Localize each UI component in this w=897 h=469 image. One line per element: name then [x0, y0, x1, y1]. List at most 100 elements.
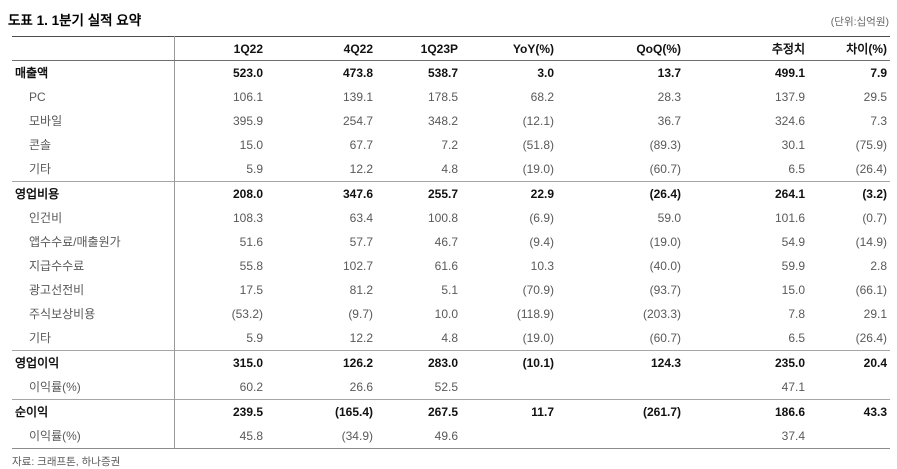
- cell: (89.3): [649, 138, 681, 152]
- row-label: 콘솔: [12, 133, 175, 157]
- cell: 67.7: [349, 138, 373, 152]
- cell: [461, 375, 557, 400]
- table-row: 앱수수료/매출원가 51.6 57.7 46.7 (9.4) (19.0) 54.9 (14.…: [12, 230, 890, 254]
- cell: (75.9): [855, 138, 887, 152]
- cell: (66.1): [855, 283, 887, 297]
- cell: (51.8): [522, 138, 554, 152]
- table-head: 1Q22 4Q22 1Q23P YoY(%) QoQ(%) 추정치 차이(%): [12, 36, 890, 61]
- cell: 254.7: [342, 114, 373, 128]
- table-body: 매출액 523.0 473.8 538.7 3.0 13.7 499.1 7.9 PC 106.1…: [12, 60, 890, 449]
- cell: 106.1: [232, 90, 263, 104]
- cell: 45.8: [174, 424, 266, 449]
- cell: 59.9: [781, 259, 805, 273]
- row-label: 순이익: [12, 399, 175, 424]
- cell: (14.9): [855, 235, 887, 249]
- row-label: 기타: [12, 326, 175, 351]
- cell: 473.8: [266, 60, 376, 85]
- cell: (60.7): [649, 331, 681, 345]
- cell: 255.7: [376, 181, 461, 206]
- cell: 63.4: [349, 211, 373, 225]
- cell: 11.7: [461, 399, 557, 424]
- cell: 100.8: [427, 211, 458, 225]
- column-header: 1Q22: [174, 36, 266, 61]
- cell: 46.7: [434, 235, 458, 249]
- table-row: 주식보상비용 (53.2) (9.7) 10.0 (118.9) (203.3) 7.8 29…: [12, 302, 890, 326]
- table-row: 영업이익 315.0 126.2 283.0 (10.1) 124.3 235.0 20.4: [12, 350, 890, 375]
- table-row: 모바일 395.9 254.7 348.2 (12.1) 36.7 324.6 7.3: [12, 109, 890, 133]
- cell: [808, 375, 890, 400]
- unit-note: (단위:십억원): [830, 16, 889, 28]
- cell: 68.2: [530, 90, 554, 104]
- cell: 5.9: [246, 162, 263, 176]
- row-label-header: [12, 36, 175, 61]
- cell: (19.0): [522, 331, 554, 345]
- cell: (0.7): [862, 211, 887, 225]
- cell: [557, 375, 684, 400]
- cell: 47.1: [781, 380, 805, 394]
- cell: 7.8: [788, 307, 805, 321]
- cell: 108.3: [232, 211, 263, 225]
- cell: 239.5: [174, 399, 266, 424]
- cell: 523.0: [174, 60, 266, 85]
- cell: 10.3: [530, 259, 554, 273]
- row-label: 이익률(%): [12, 375, 175, 400]
- cell: 22.9: [461, 181, 557, 206]
- table-row: 콘솔 15.0 67.7 7.2 (51.8) (89.3) 30.1 (75.9): [12, 133, 890, 157]
- cell: 7.2: [441, 138, 458, 152]
- cell: 61.6: [434, 259, 458, 273]
- cell: 81.2: [349, 283, 373, 297]
- cell: 13.7: [557, 60, 684, 85]
- cell: 178.5: [427, 90, 458, 104]
- cell: (93.7): [649, 283, 681, 297]
- cell: 36.7: [657, 114, 681, 128]
- row-label: 영업비용: [12, 181, 175, 206]
- table-row: 지급수수료 55.8 102.7 61.6 10.3 (40.0) 59.9 2.8: [12, 254, 890, 278]
- cell: 101.6: [774, 211, 805, 225]
- row-label: 기타: [12, 157, 175, 182]
- column-header: 추정치: [684, 36, 808, 61]
- cell: 60.2: [239, 380, 263, 394]
- cell: 4.8: [441, 162, 458, 176]
- cell: 102.7: [342, 259, 373, 273]
- cell: 4.8: [441, 331, 458, 345]
- cell: (9.7): [348, 307, 373, 321]
- cell: (26.4): [855, 162, 887, 176]
- table-row: 매출액 523.0 473.8 538.7 3.0 13.7 499.1 7.9: [12, 60, 890, 85]
- row-label: 주식보상비용: [12, 302, 175, 326]
- cell: 49.6: [376, 424, 461, 449]
- cell: 30.1: [781, 138, 805, 152]
- cell: (53.2): [231, 307, 263, 321]
- cell: (10.1): [461, 350, 557, 375]
- cell: (34.9): [266, 424, 376, 449]
- cell: 208.0: [174, 181, 266, 206]
- cell: 15.0: [239, 138, 263, 152]
- table-row: 광고선전비 17.5 81.2 5.1 (70.9) (93.7) 15.0 (66.1): [12, 278, 890, 302]
- table-row: 이익률(%) 60.2 26.6 52.5 47.1: [12, 375, 890, 400]
- column-header: QoQ(%): [557, 36, 684, 61]
- column-header: YoY(%): [461, 36, 557, 61]
- cell: 20.4: [808, 350, 890, 375]
- cell: 37.4: [684, 424, 808, 449]
- cell: (165.4): [266, 399, 376, 424]
- cell: [557, 424, 684, 449]
- cell: 3.0: [461, 60, 557, 85]
- cell: 267.5: [376, 399, 461, 424]
- cell: (9.4): [529, 235, 554, 249]
- table-row: 기타 5.9 12.2 4.8 (19.0) (60.7) 6.5 (26.4): [12, 326, 890, 351]
- row-label: PC: [12, 85, 175, 109]
- cell: 264.1: [684, 181, 808, 206]
- header-row: 1Q22 4Q22 1Q23P YoY(%) QoQ(%) 추정치 차이(%): [12, 36, 890, 61]
- cell: 5.1: [441, 283, 458, 297]
- cell: 12.2: [349, 162, 373, 176]
- cell: 6.5: [788, 162, 805, 176]
- table-row: 이익률(%) 45.8 (34.9) 49.6 37.4: [12, 424, 890, 449]
- row-label: 광고선전비: [12, 278, 175, 302]
- cell: 124.3: [557, 350, 684, 375]
- table-row: 순이익 239.5 (165.4) 267.5 11.7 (261.7) 186.6 43.3: [12, 399, 890, 424]
- cell: 52.5: [434, 380, 458, 394]
- cell: 139.1: [342, 90, 373, 104]
- cell: (26.4): [855, 331, 887, 345]
- cell: 54.9: [781, 235, 805, 249]
- column-header: 4Q22: [266, 36, 376, 61]
